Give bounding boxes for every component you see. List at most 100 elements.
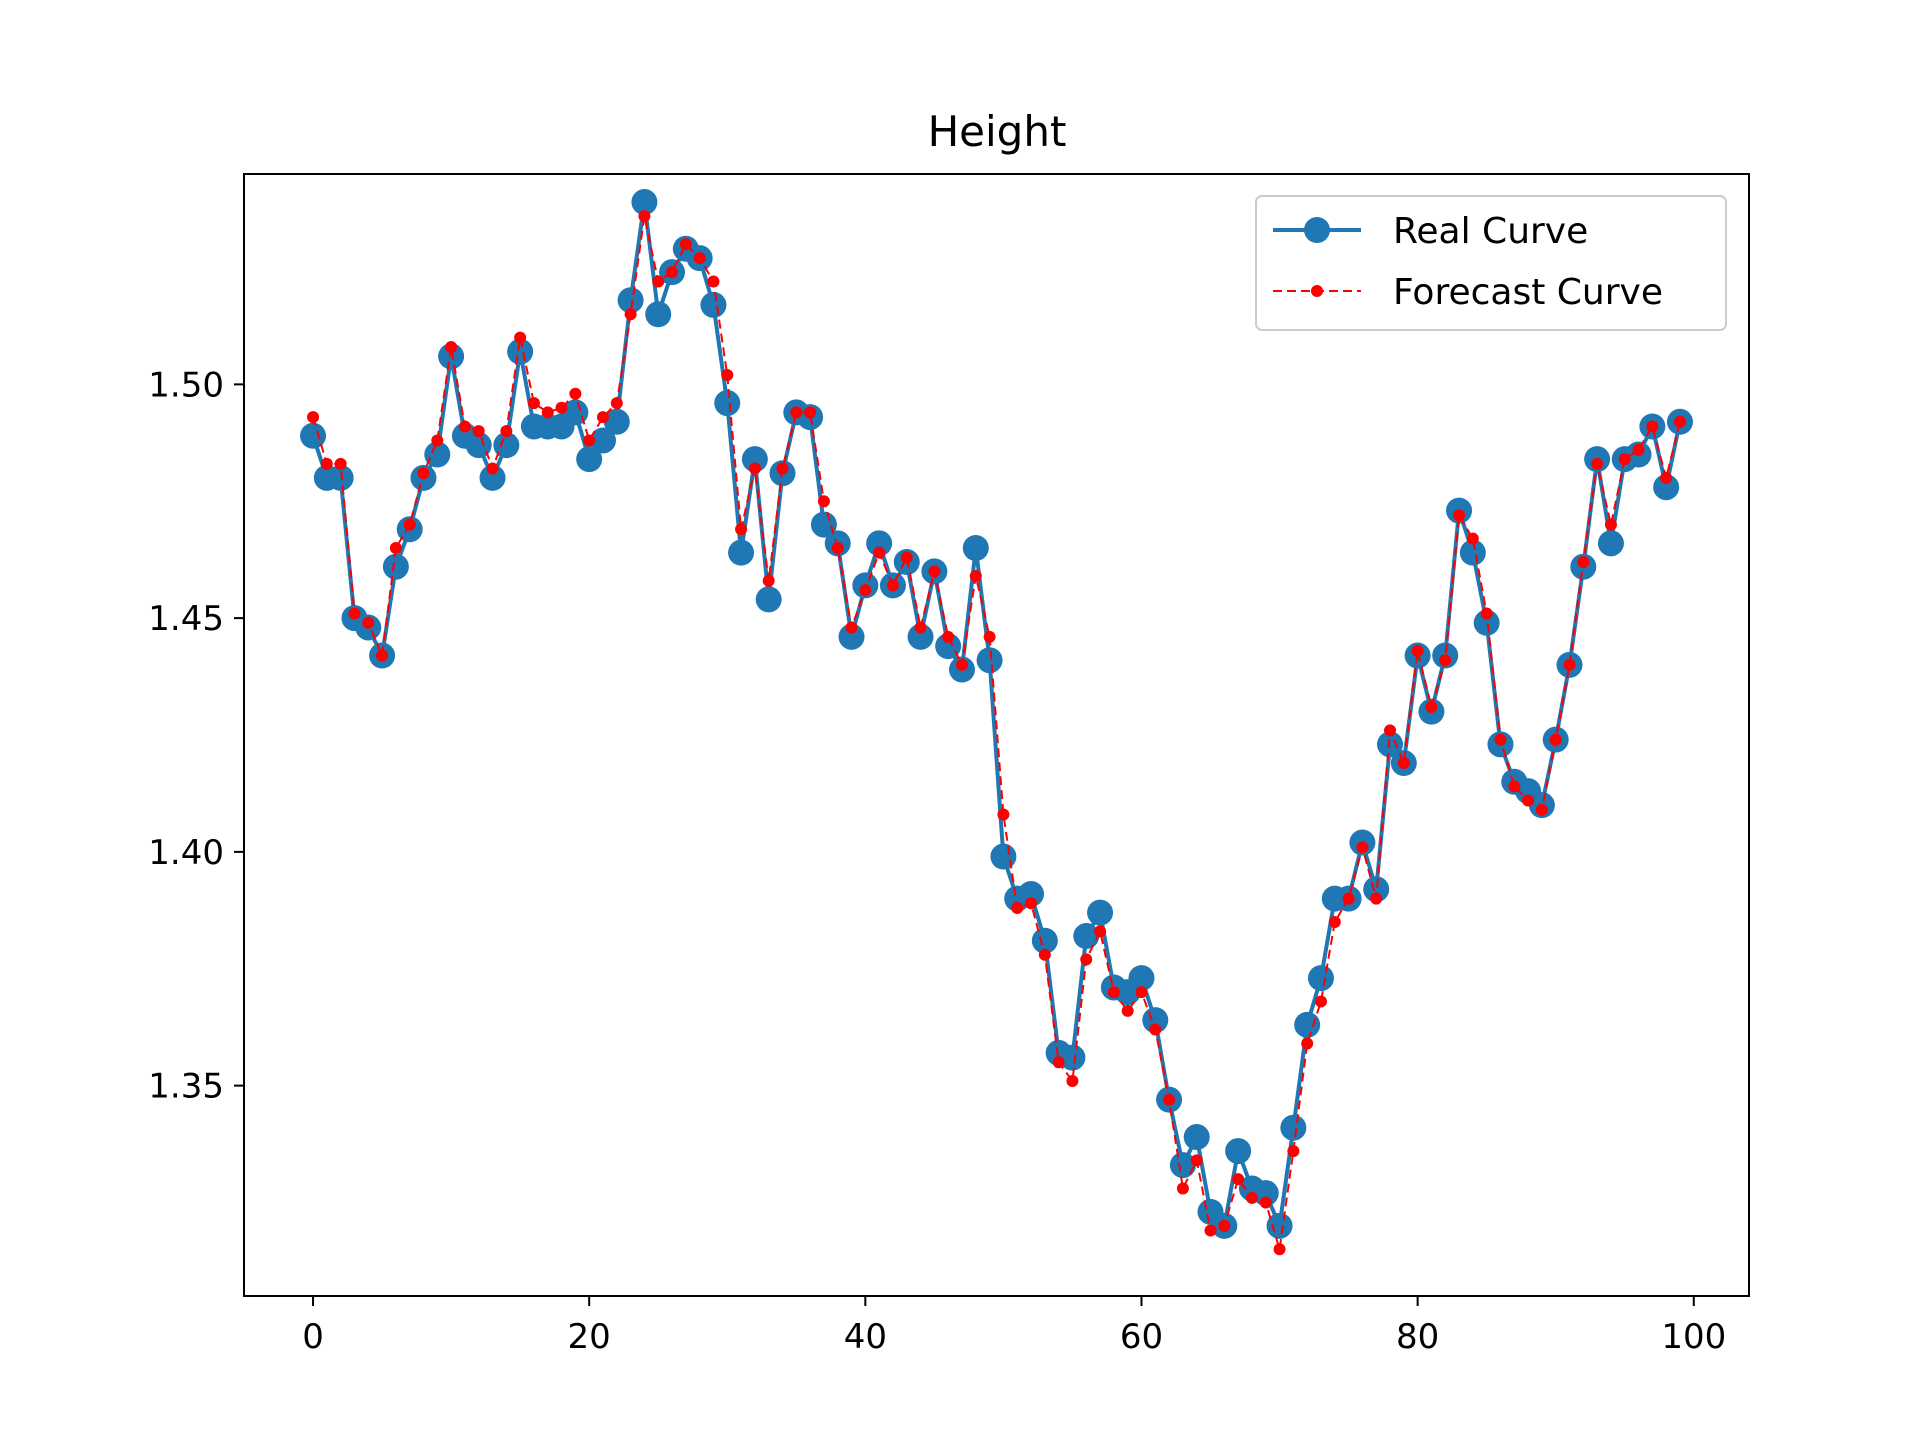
real-curve-point <box>507 338 534 365</box>
forecast-curve-point <box>1121 1004 1134 1017</box>
real-curve-point <box>1087 899 1114 926</box>
forecast-curve-point <box>583 434 596 447</box>
legend-real-curve-marker <box>1304 217 1330 243</box>
forecast-curve-point <box>541 406 554 419</box>
forecast-curve-point <box>900 551 913 564</box>
forecast-curve-point <box>955 658 968 671</box>
forecast-curve-point <box>403 518 416 531</box>
real-curve-point <box>990 843 1017 870</box>
real-curve-point <box>810 511 837 538</box>
forecast-curve-point <box>472 425 485 438</box>
forecast-curve-point <box>1328 916 1341 928</box>
forecast-curve-line <box>312 215 1681 1251</box>
forecast-curve-point <box>1646 420 1659 433</box>
forecast-curve-point <box>1660 471 1673 484</box>
x-tick-label: 60 <box>1120 1317 1163 1357</box>
forecast-curve-point <box>817 495 830 508</box>
forecast-curve-point <box>679 238 692 251</box>
forecast-curve-point <box>790 406 803 419</box>
forecast-curve-point <box>707 275 720 288</box>
y-tick-label: 1.35 <box>148 1067 224 1107</box>
axes-frame <box>243 173 1750 1297</box>
real-curve-point <box>1266 1212 1293 1239</box>
forecast-curve-point <box>1673 415 1686 428</box>
forecast-curve-point <box>610 397 623 410</box>
forecast-curve-point <box>638 210 651 223</box>
forecast-curve-point <box>997 808 1010 821</box>
y-tick-label: 1.45 <box>148 599 224 639</box>
forecast-curve-point <box>1094 925 1107 938</box>
forecast-curve-point <box>914 621 927 634</box>
forecast-curve-point <box>831 542 844 554</box>
real-curve-point <box>1252 1180 1279 1207</box>
forecast-curve-point <box>389 542 402 554</box>
y-tick-label: 1.50 <box>148 365 224 405</box>
forecast-curve-point <box>376 649 389 662</box>
forecast-curve-point <box>1218 1219 1231 1232</box>
real-curve-point <box>589 427 616 454</box>
forecast-curve-point <box>1618 453 1631 466</box>
real-curve-point <box>438 343 465 370</box>
forecast-curve-point <box>1522 794 1535 807</box>
real-curve-point <box>976 647 1003 674</box>
real-curve-point <box>1280 1114 1307 1141</box>
forecast-curve-point <box>1632 443 1645 456</box>
real-curve-point <box>935 633 962 660</box>
x-tick-label: 100 <box>1661 1317 1726 1357</box>
forecast-curve-point <box>1466 532 1479 545</box>
forecast-curve-point <box>693 252 706 265</box>
forecast-curve-point <box>569 387 582 400</box>
forecast-curve-series <box>307 210 1686 1256</box>
chart-title: Height <box>928 107 1067 156</box>
forecast-curve-point <box>514 331 527 344</box>
forecast-curve-point <box>1176 1182 1189 1195</box>
real-curve-point <box>1459 539 1486 566</box>
x-tick-label: 40 <box>844 1317 887 1357</box>
forecast-curve-point <box>1384 724 1397 737</box>
forecast-curve-point <box>762 574 775 587</box>
forecast-curve-point <box>1425 700 1438 713</box>
real-curve-point <box>1031 927 1058 954</box>
real-curve-point <box>1225 1138 1252 1165</box>
forecast-curve-point <box>1149 1023 1162 1036</box>
forecast-curve-point <box>859 584 872 597</box>
forecast-curve-point <box>1052 1056 1065 1069</box>
forecast-curve-point <box>1259 1196 1272 1209</box>
real-curve-point <box>838 623 865 650</box>
forecast-curve-point <box>458 420 471 433</box>
forecast-curve-point <box>942 630 955 643</box>
x-tick-label: 0 <box>302 1317 324 1357</box>
real-curve-point <box>907 623 934 650</box>
forecast-curve-point <box>652 275 665 288</box>
forecast-curve-point <box>1397 757 1410 770</box>
forecast-curve-point <box>1204 1224 1217 1237</box>
real-curve-point <box>424 441 451 468</box>
forecast-curve-point <box>1356 841 1369 854</box>
forecast-curve-point <box>1038 948 1051 961</box>
forecast-curve-point <box>1563 658 1576 671</box>
real-curve-point <box>327 464 354 491</box>
real-curve-point <box>603 408 630 435</box>
forecast-curve-point <box>1370 892 1383 905</box>
real-curve-point <box>465 432 492 459</box>
legend-real-curve-label: Real Curve <box>1393 211 1588 252</box>
y-tick-label: 1.40 <box>148 833 224 873</box>
legend-box <box>1255 195 1727 331</box>
forecast-curve-point <box>804 406 817 419</box>
real-curve-point <box>962 535 989 561</box>
forecast-curve-point <box>431 434 444 447</box>
forecast-curve-point <box>1163 1093 1176 1106</box>
real-curve-point <box>645 301 672 328</box>
forecast-curve-point <box>983 630 996 643</box>
x-tick-label: 80 <box>1396 1317 1439 1357</box>
real-curve-point <box>382 553 409 580</box>
real-curve-point <box>1183 1124 1210 1151</box>
real-curve-point <box>755 586 782 613</box>
forecast-curve-point <box>527 397 540 410</box>
forecast-curve-point <box>307 411 320 424</box>
forecast-curve-point <box>776 462 789 475</box>
forecast-curve-point <box>873 546 886 559</box>
forecast-curve-point <box>1535 803 1548 816</box>
forecast-curve-point <box>1591 457 1604 470</box>
